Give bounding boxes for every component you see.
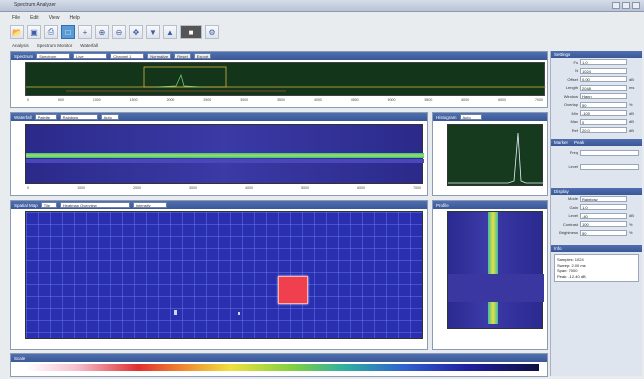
open-icon[interactable]: 📂: [10, 25, 24, 39]
histogram-plot[interactable]: [447, 124, 544, 186]
spectrum-x-ticks: 0 500 1000 1500 2000 2500 3000 3500 4000 4500 5000…: [27, 98, 543, 102]
print-icon[interactable]: ⎙: [44, 25, 58, 39]
profile-plot[interactable]: [447, 211, 544, 329]
spectrum-select[interactable]: Spectrum: [36, 53, 71, 59]
live-select[interactable]: Live: [73, 53, 108, 59]
channel-select[interactable]: Channel 1: [110, 53, 145, 59]
spectrum-trace: [26, 66, 546, 92]
select-icon[interactable]: □: [61, 25, 75, 39]
zoom-out-icon[interactable]: ⊖: [112, 25, 126, 39]
min-field[interactable]: -100: [580, 110, 627, 117]
close-button[interactable]: [632, 2, 640, 9]
peak-icon[interactable]: ▲: [163, 25, 177, 39]
tab-analysis[interactable]: Analysis: [12, 43, 29, 48]
spectrum-plot[interactable]: [25, 62, 546, 96]
profile-band: [488, 302, 498, 324]
info-box: Samples: 1024 Sweep: 2.00 ms Span: 7000 …: [554, 254, 639, 282]
ref-field[interactable]: 20.0: [580, 127, 627, 134]
waterfall-x-ticks: 0 1000 2000 3000 4000 5000 6000 7000: [27, 186, 421, 190]
window-title: Spectrum Analyzer: [14, 2, 56, 8]
menu-edit[interactable]: Edit: [30, 14, 39, 21]
overview-select[interactable]: Heatmap Overview: [59, 202, 130, 208]
reset-button[interactable]: Reset: [174, 53, 191, 59]
colorbar: [25, 364, 539, 371]
zoom-in-icon[interactable]: ⊕: [95, 25, 109, 39]
maximize-button[interactable]: [622, 2, 630, 9]
mode-field[interactable]: Rainbow: [580, 195, 627, 202]
window-field[interactable]: Hann: [580, 93, 627, 100]
n-field[interactable]: 1024: [580, 67, 627, 74]
fs-field[interactable]: 1.0: [580, 59, 627, 66]
panel-title: Waterfall: [14, 114, 32, 120]
intensity-select[interactable]: Intensity: [132, 202, 167, 208]
profile-band: [488, 212, 498, 274]
max-field[interactable]: 0: [580, 118, 627, 125]
normalize-button[interactable]: Normalize: [147, 53, 172, 59]
panel-title: Profile: [436, 202, 449, 208]
palette-label[interactable]: Palette: [34, 114, 57, 120]
brightness-field[interactable]: 50: [580, 229, 627, 236]
crosshair-icon[interactable]: +: [78, 25, 92, 39]
properties-sidebar: Settings Fs 1.0 N 1024 Offset 0.00 dB Length…: [550, 51, 642, 376]
marker-icon[interactable]: ▼: [146, 25, 160, 39]
hist-auto-select[interactable]: Auto: [459, 114, 482, 120]
sidebar-section-info: Info: [551, 245, 642, 252]
pan-icon[interactable]: ✥: [129, 25, 143, 39]
sidebar-section-marker: Marker Peak: [551, 138, 642, 146]
gain-field[interactable]: 1.0: [580, 204, 627, 211]
heatmap-panel: Spatial Map Tile Heatmap Overview Intens…: [10, 200, 428, 350]
tile-select[interactable]: Tile: [40, 202, 57, 208]
menu-help[interactable]: Help: [69, 14, 80, 21]
offset-field[interactable]: 0.00: [580, 76, 627, 83]
record-icon[interactable]: ■: [180, 25, 202, 39]
freq-field[interactable]: [580, 149, 639, 156]
waterfall-band: [26, 153, 424, 158]
tab-marker[interactable]: Marker: [554, 139, 569, 145]
marker-point: [174, 310, 177, 315]
histogram-panel: Histogram Auto: [432, 112, 548, 196]
panel-title: Histogram: [436, 114, 457, 120]
tab-spectrum-monitor[interactable]: Spectrum Monitor: [36, 43, 73, 48]
tab-waterfall[interactable]: Waterfall: [80, 43, 98, 48]
settings-icon[interactable]: ⚙: [205, 25, 219, 39]
sidebar-section-display: Display: [551, 187, 642, 195]
histogram-trace: [448, 132, 544, 184]
marker-point: [238, 312, 240, 315]
panel-title: Spectrum: [14, 53, 34, 59]
auto-select[interactable]: Auto: [100, 114, 119, 120]
hotspot-highlight: [278, 276, 308, 304]
menu-file[interactable]: File: [12, 14, 21, 21]
overlap-field[interactable]: 50: [580, 101, 627, 108]
display-level-field[interactable]: -40: [580, 212, 627, 219]
colorbar-panel: Scale: [10, 353, 548, 377]
profile-gap: [448, 274, 544, 302]
level-field[interactable]: [580, 163, 639, 170]
menu-view[interactable]: View: [48, 14, 60, 21]
sidebar-section-settings: Settings: [551, 51, 642, 58]
menu-bar: File Edit View Help: [0, 13, 644, 22]
tab-peak[interactable]: Peak: [574, 139, 585, 145]
length-field[interactable]: 2048: [580, 84, 627, 91]
waterfall-plot[interactable]: [25, 124, 424, 184]
title-bar: Spectrum Analyzer: [0, 0, 644, 12]
spectrum-panel: Spectrum Spectrum Live Channel 1 Normali…: [10, 51, 548, 108]
export-button[interactable]: Export: [193, 53, 212, 59]
panel-title: Spatial Map: [14, 202, 38, 208]
tab-strip: Analysis Spectrum Monitor Waterfall: [0, 43, 644, 50]
panel-title: Scale: [14, 355, 26, 361]
waterfall-band-dark: [26, 159, 424, 163]
heatmap-plot[interactable]: [25, 211, 423, 339]
toolbar: 📂 ▣ ⎙ □ + ⊕ ⊖ ✥ ▼ ▲ ■ ⚙: [0, 22, 644, 42]
minimize-button[interactable]: [612, 2, 620, 9]
profile-panel: Profile: [432, 200, 548, 350]
rainbow-select[interactable]: Rainbow: [59, 114, 98, 120]
save-icon[interactable]: ▣: [27, 25, 41, 39]
contrast-field[interactable]: 100: [580, 221, 627, 228]
waterfall-panel: Waterfall Palette Rainbow Auto 0 1000 2000…: [10, 112, 428, 196]
